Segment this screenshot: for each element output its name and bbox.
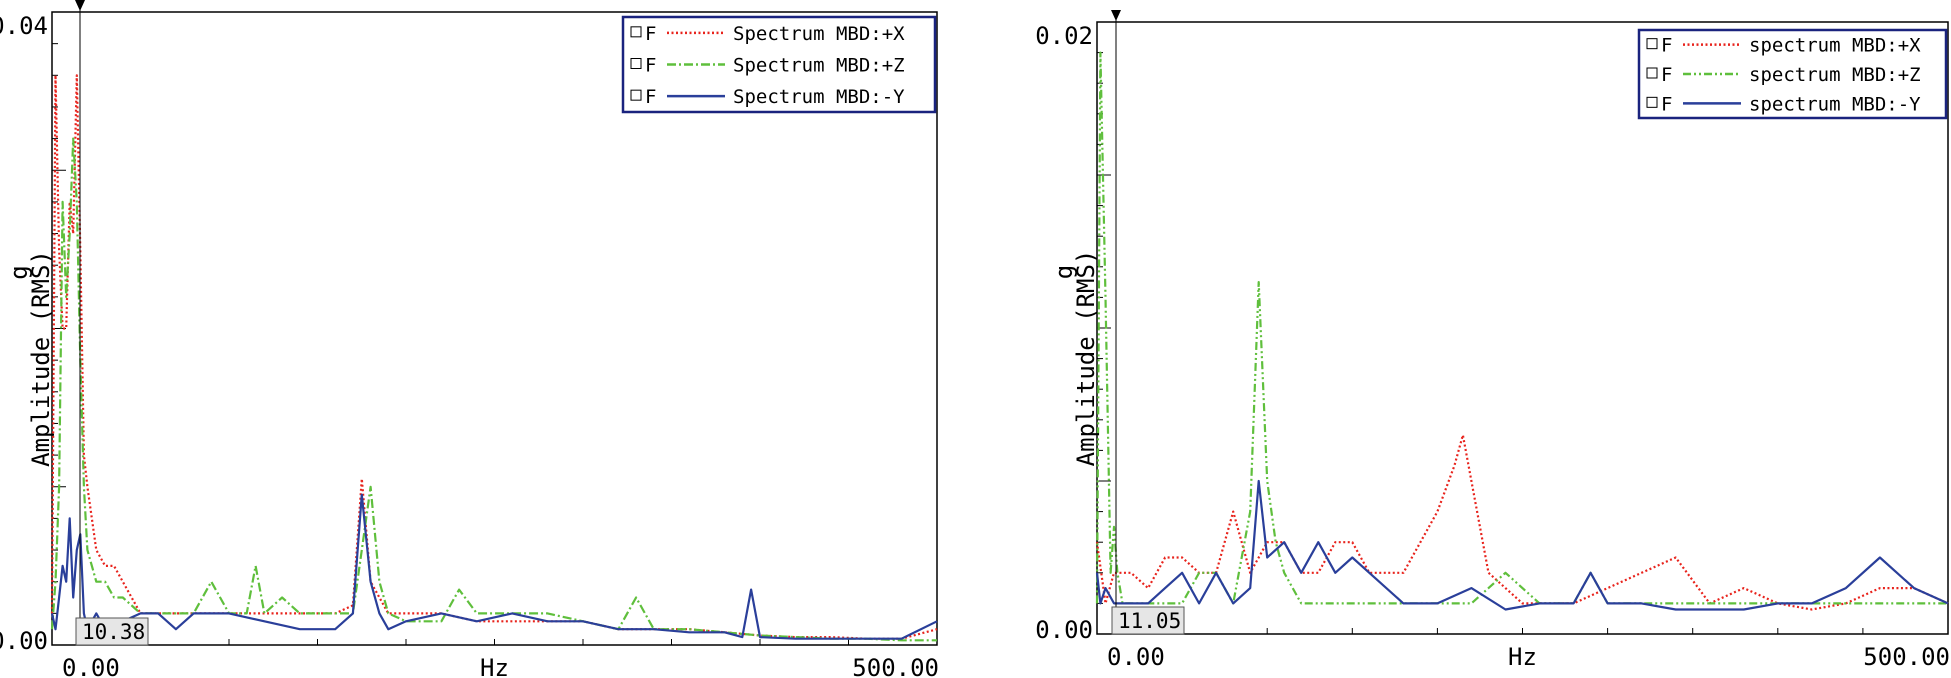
x-tick-label: 0.00 bbox=[62, 654, 120, 678]
cursor-readout-box bbox=[1111, 606, 1185, 635]
legend-label: spectrum MBD:-Y bbox=[1749, 93, 1921, 115]
y-tick-label: 0.00 bbox=[0, 627, 48, 655]
legend-marker: F bbox=[1661, 64, 1672, 86]
series-line-z bbox=[50, 137, 937, 642]
legend-marker: F bbox=[645, 55, 656, 77]
legend-marker: F bbox=[645, 86, 656, 108]
x-tick-label: 500.00 bbox=[1863, 643, 1950, 671]
y-tick-label: 0.02 bbox=[1035, 22, 1093, 50]
legend-checkbox-icon bbox=[1646, 38, 1658, 50]
series-line-y bbox=[50, 493, 938, 640]
legend: F Spectrum MBD:+X F Spectrum MBD:+Z F Spectru… bbox=[621, 15, 937, 114]
y-tick-label: 0.00 bbox=[1035, 616, 1093, 644]
legend-label: spectrum MBD:+X bbox=[1749, 35, 1921, 57]
y-tick-label: 0.04 bbox=[0, 12, 48, 40]
legend-marker: F bbox=[1661, 35, 1672, 57]
y-axis-unit: g bbox=[1050, 265, 1078, 279]
legend-checkbox-icon bbox=[630, 26, 642, 38]
x-tick-label: 0.00 bbox=[1107, 643, 1165, 671]
legend-checkbox-icon bbox=[1646, 67, 1658, 79]
y-axis-title: Amplitude (RMS) bbox=[27, 250, 55, 467]
cursor-marker-icon bbox=[75, 0, 85, 11]
legend-checkbox-icon bbox=[1646, 96, 1658, 108]
cursor-marker-icon bbox=[1111, 10, 1121, 21]
x-tick-label: 500.00 bbox=[852, 654, 939, 678]
cursor-readout: 10.38 bbox=[82, 620, 145, 644]
legend-label: Spectrum MBD:+Z bbox=[733, 55, 905, 77]
plot-frame bbox=[51, 11, 938, 646]
series-line-x bbox=[50, 74, 938, 640]
series-line-x bbox=[1095, 434, 1949, 611]
legend-label: Spectrum MBD:+X bbox=[733, 23, 905, 45]
legend-checkbox-icon bbox=[630, 58, 642, 69]
x-axis-title: Hz bbox=[480, 654, 509, 678]
series-line-y bbox=[1095, 479, 1949, 611]
legend-label: Spectrum MBD:-Y bbox=[733, 86, 905, 108]
legend-marker: F bbox=[1661, 93, 1672, 115]
cursor-readout: 11.05 bbox=[1118, 609, 1181, 633]
plot-frame bbox=[1096, 21, 1949, 635]
y-axis-title: Amplitude (RMS) bbox=[1072, 250, 1100, 467]
y-axis-unit: g bbox=[5, 265, 33, 279]
x-axis-title: Hz bbox=[1508, 643, 1537, 671]
legend-label: spectrum MBD:+Z bbox=[1749, 64, 1921, 86]
cursor-readout-box bbox=[75, 617, 149, 646]
legend-marker: F bbox=[645, 23, 656, 45]
legend-checkbox-icon bbox=[630, 89, 642, 101]
